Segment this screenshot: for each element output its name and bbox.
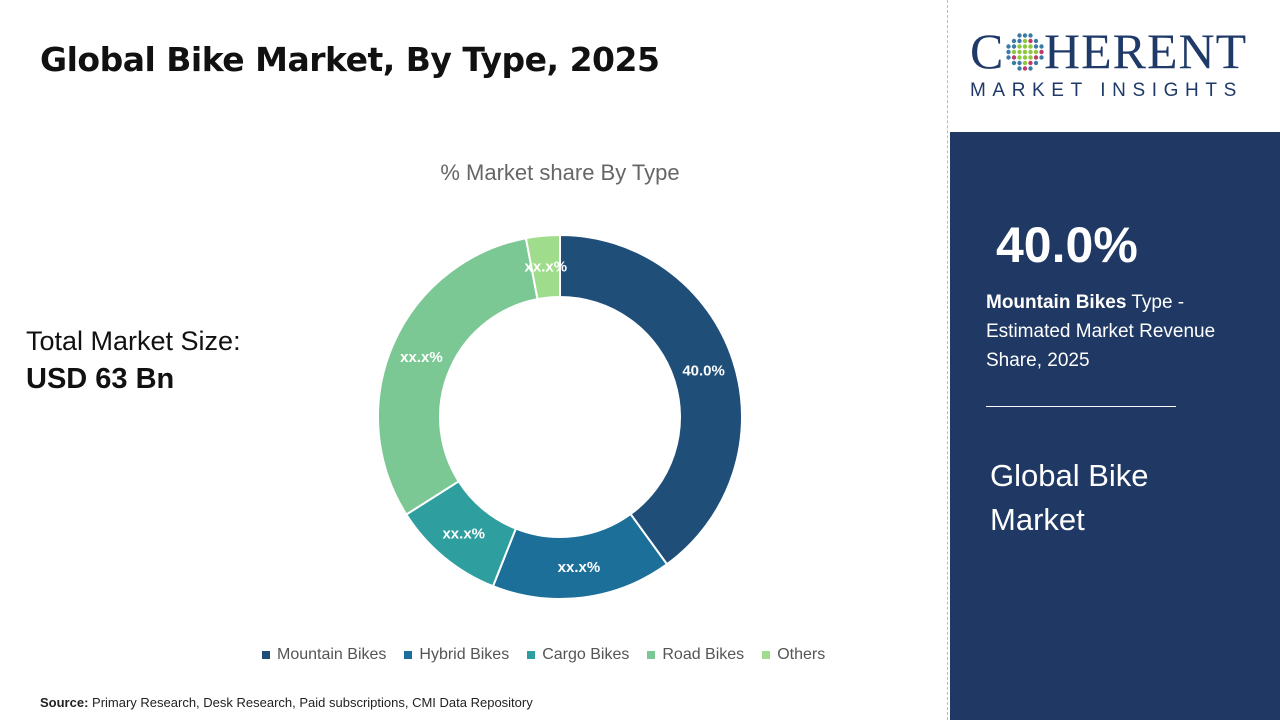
legend-label: Cargo Bikes	[542, 646, 630, 663]
data-label: xx.x%	[525, 259, 568, 276]
legend-label: Hybrid Bikes	[419, 646, 510, 663]
legend-item: Mountain Bikes	[262, 646, 386, 664]
chart-area: Global Bike Market, By Type, 2025 Total …	[26, 0, 948, 720]
chart-title: % Market share By Type	[440, 160, 680, 185]
legend-swatch	[527, 650, 536, 659]
donut-chart: 40.0% xx.x% xx.x% xx.x% xx.x%	[377, 233, 743, 600]
total-market-size: Total Market Size: USD 63 Bn	[26, 326, 241, 396]
source-note: Source: Primary Research, Desk Research,…	[40, 695, 533, 710]
slice-road-bikes	[377, 237, 539, 516]
total-label: Total Market Size:	[26, 326, 241, 356]
source-text: Primary Research, Desk Research, Paid su…	[88, 695, 533, 710]
legend-item: Hybrid Bikes	[404, 646, 509, 664]
data-label: xx.x%	[442, 525, 485, 542]
highlight-desc-text: Type - Estimated Market Revenue Share, 2…	[986, 292, 1216, 371]
legend-swatch	[404, 650, 413, 659]
legend-item: Others	[762, 646, 825, 664]
legend-label: Others	[777, 646, 826, 663]
logo: C HERENT MARKET INSIGHTS	[950, 0, 1280, 132]
slice-hybrid-bikes	[491, 512, 669, 600]
svg-text:HERENT: HERENT	[1044, 23, 1247, 79]
legend: Mountain Bikes Hybrid Bikes Cargo Bikes Roa…	[262, 646, 825, 664]
coherent-logo: C HERENT MARKET INSIGHTS	[970, 23, 1247, 101]
data-label: 40.0%	[682, 362, 725, 379]
legend-label: Mountain Bikes	[277, 646, 387, 663]
legend-swatch	[647, 650, 656, 659]
highlight-panel: 40.0% Mountain Bikes Type - Estimated Ma…	[950, 132, 1280, 720]
highlight-segment: Mountain Bikes	[986, 292, 1127, 313]
legend-label: Road Bikes	[662, 646, 745, 663]
legend-item: Road Bikes	[647, 646, 744, 664]
total-value: USD 63 Bn	[26, 363, 175, 395]
legend-swatch	[762, 650, 771, 659]
data-label: xx.x%	[558, 559, 601, 576]
legend-item: Cargo Bikes	[527, 646, 629, 664]
market-name: Global Bike Market	[990, 458, 1149, 537]
svg-text:MARKET INSIGHTS: MARKET INSIGHTS	[970, 80, 1243, 101]
divider	[986, 406, 1176, 407]
slice-others	[524, 233, 561, 301]
highlight-percent: 40.0%	[996, 217, 1138, 273]
source-label: Source:	[40, 695, 89, 710]
svg-text:C: C	[970, 23, 1003, 79]
highlight-description: Mountain Bikes Type - Estimated Market R…	[986, 288, 1226, 375]
page-title: Global Bike Market, By Type, 2025	[40, 40, 660, 79]
slice-mountain-bikes	[559, 233, 743, 566]
legend-swatch	[262, 650, 270, 659]
data-label: xx.x%	[400, 349, 443, 366]
